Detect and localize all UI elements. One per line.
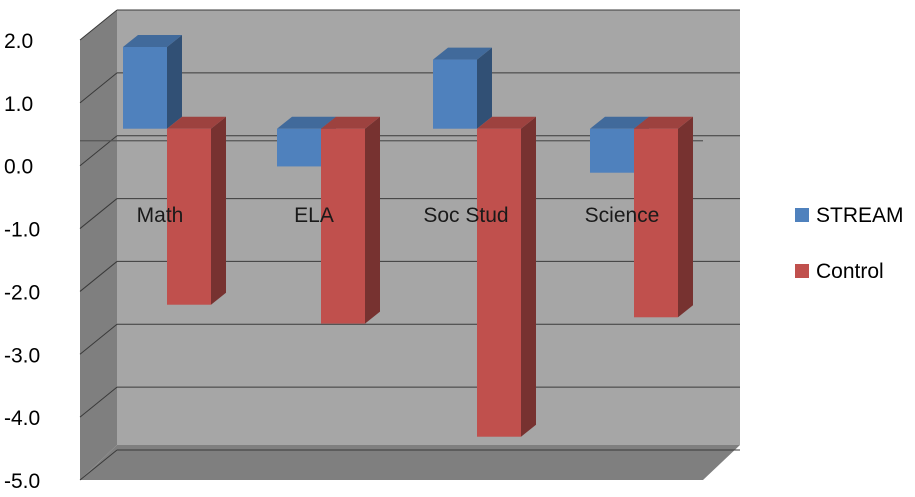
bar-front bbox=[477, 128, 521, 437]
legend: STREAM Control bbox=[795, 204, 904, 283]
gridline-side bbox=[79, 261, 118, 292]
bar-control-soc-stud bbox=[477, 116, 536, 437]
category-label: Science bbox=[585, 204, 660, 227]
bar-control-math bbox=[167, 116, 226, 305]
y-tick-label: 0.0 bbox=[4, 156, 33, 179]
bar-top bbox=[590, 116, 649, 129]
bar-stream-soc-stud bbox=[433, 47, 492, 129]
y-tick-label: 1.0 bbox=[4, 93, 33, 116]
y-tick-label: 2.0 bbox=[4, 30, 33, 53]
category-label: Math bbox=[137, 204, 184, 227]
category-label: Soc Stud bbox=[423, 204, 508, 227]
bar-front bbox=[590, 128, 634, 173]
bar-front bbox=[634, 128, 678, 318]
chart-side-wall bbox=[80, 10, 117, 480]
bar-front bbox=[321, 128, 365, 324]
y-tick-label: -5.0 bbox=[4, 470, 40, 493]
bar-top bbox=[123, 35, 182, 47]
gridline-side bbox=[79, 449, 118, 481]
legend-swatch bbox=[795, 264, 809, 278]
bar-top bbox=[477, 116, 536, 129]
bar-side bbox=[365, 116, 380, 324]
bar-stream-math bbox=[123, 35, 182, 129]
legend-label: STREAM bbox=[816, 204, 904, 227]
bar-control-ela bbox=[321, 116, 380, 324]
bar-front bbox=[433, 59, 477, 129]
bar-top bbox=[277, 116, 336, 129]
legend-swatch bbox=[795, 208, 809, 222]
y-tick-label: -2.0 bbox=[4, 281, 40, 304]
category-label: ELA bbox=[294, 204, 334, 227]
bars bbox=[123, 35, 693, 437]
y-tick-label: -3.0 bbox=[4, 344, 40, 367]
y-axis-ticks: 2.0 1.0 0.0 -1.0 -2.0 -3.0 -4.0 -5.0 bbox=[4, 30, 40, 493]
gridline-side bbox=[79, 386, 118, 418]
gridline-side bbox=[79, 72, 118, 104]
bar-control-science bbox=[634, 116, 693, 318]
y-tick-label: -4.0 bbox=[4, 407, 40, 430]
category-labels: Math ELA Soc Stud Science bbox=[137, 204, 660, 227]
bar-side bbox=[211, 116, 226, 305]
bar-top bbox=[433, 47, 492, 60]
bar-front bbox=[277, 128, 321, 167]
bar-side bbox=[477, 47, 492, 129]
bar-side bbox=[167, 35, 182, 129]
gridline-side bbox=[79, 198, 118, 229]
bar-top bbox=[321, 116, 380, 129]
bar-side bbox=[521, 116, 536, 437]
bar-front bbox=[123, 47, 167, 129]
legend-label: Control bbox=[816, 260, 884, 283]
bar-top bbox=[167, 116, 226, 129]
bar-front bbox=[167, 128, 211, 305]
bar-top bbox=[634, 116, 693, 129]
gridline-side bbox=[79, 9, 118, 41]
y-tick-label: -1.0 bbox=[4, 219, 40, 242]
chart-back-wall bbox=[117, 10, 740, 445]
gridline-side bbox=[79, 323, 118, 355]
chart-floor bbox=[80, 445, 740, 480]
bar-side bbox=[678, 116, 693, 318]
